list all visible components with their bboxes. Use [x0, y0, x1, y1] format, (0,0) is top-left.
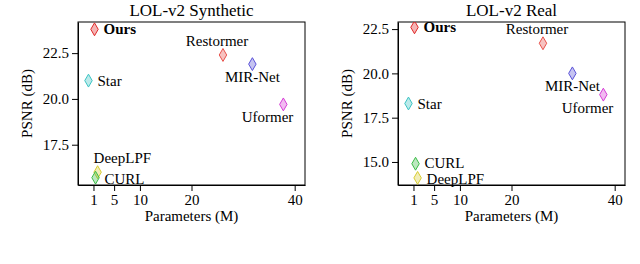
x-tick-mark: [512, 185, 513, 191]
y-axis-line: [398, 23, 399, 186]
x-axis-title: Parameters (M): [465, 208, 559, 225]
y-axis-line: [78, 23, 79, 186]
y-tick-mark: [392, 29, 398, 30]
plot-frame: [78, 22, 305, 185]
y-tick: 20.0: [43, 91, 78, 107]
x-tick-mark: [295, 185, 296, 191]
y-tick-mark: [392, 162, 398, 163]
point-label: Ours: [104, 21, 137, 37]
chart-title: LOL-v2 Real: [466, 1, 557, 20]
y-tick-mark: [72, 53, 78, 54]
plot-frame: [398, 22, 625, 185]
x-tick-label: 10: [453, 192, 468, 208]
point: [219, 49, 226, 62]
x-axis-title: Parameters (M): [145, 208, 239, 225]
x-axis: 15 10 20 40: [79, 185, 306, 208]
point-labels: Ours Restormer MIR-Net Uformer Star DeepLPFCU…: [417, 19, 613, 187]
y-tick: 17.5: [43, 137, 78, 153]
point-labels: Ours Restormer MIR-Net Uformer Star DeepLPF CU…: [94, 21, 294, 186]
x-tick: 1: [90, 185, 98, 208]
point: [92, 171, 99, 184]
x-tick-label: 1: [90, 192, 98, 208]
x-tick: 1: [410, 185, 418, 208]
y-tick: 22.5: [43, 45, 78, 61]
y-tick-mark: [72, 99, 78, 100]
y-tick-label: 22.5: [43, 45, 69, 61]
x-tick: 5: [431, 185, 439, 208]
x-tick-label: 5: [431, 192, 439, 208]
x-tick-label: 10: [133, 192, 148, 208]
x-tick: 5: [111, 185, 119, 208]
y-tick: 15.0: [363, 154, 398, 170]
point-label: Ours: [424, 19, 457, 35]
point: [411, 22, 418, 34]
point-label: CURL: [425, 155, 465, 171]
point-label: DeepLPF: [94, 150, 152, 166]
x-tick-label: 40: [288, 192, 303, 208]
point: [414, 171, 421, 184]
y-tick-label: 22.5: [363, 21, 389, 37]
point: [91, 23, 98, 36]
y-axis: 17.5 20.0 22.5: [43, 23, 79, 186]
x-tick: 10: [133, 185, 148, 208]
point-label: Restormer: [186, 33, 248, 49]
point: [85, 74, 92, 87]
x-tick-label: 20: [505, 192, 520, 208]
y-tick-label: 15.0: [363, 154, 389, 170]
chart-title: LOL-v2 Synthetic: [129, 1, 254, 20]
x-tick-mark: [615, 185, 616, 191]
y-tick-label: 20.0: [363, 66, 389, 82]
point-label: Uformer: [562, 100, 614, 116]
y-tick: 17.5: [363, 110, 398, 126]
point-label: Restormer: [506, 21, 568, 37]
y-tick-label: 17.5: [43, 137, 69, 153]
x-tick-label: 40: [608, 192, 623, 208]
y-axis: 15.0 17.5 20.0 22.5: [363, 21, 399, 185]
chart: LOL-v2 Real 15 10 20 40 15.0 17.5 20.0 22.5 Param…: [339, 1, 626, 225]
y-tick-mark: [392, 118, 398, 119]
point: [405, 97, 412, 110]
point-label: MIR-Net: [225, 69, 281, 85]
y-tick-label: 20.0: [43, 91, 69, 107]
y-tick-mark: [392, 73, 398, 74]
y-tick-mark: [72, 145, 78, 146]
y-axis-title: PSNR (dB): [339, 69, 356, 138]
x-tick-label: 20: [185, 192, 200, 208]
figure: LOL-v2 Synthetic1510204017.520.022.5Para…: [0, 0, 640, 264]
x-axis: 15 10 20 40: [399, 185, 626, 208]
x-tick: 10: [453, 185, 468, 208]
point-label: Star: [417, 96, 441, 112]
x-tick-label: 1: [410, 192, 418, 208]
x-tick-label: 5: [111, 192, 119, 208]
x-tick-mark: [93, 185, 94, 191]
y-tick: 22.5: [363, 21, 398, 37]
x-tick-mark: [413, 185, 414, 191]
x-tick-mark: [192, 185, 193, 191]
chart: LOL-v2 Synthetic 15 10 20 40 17.5 20.0 22.5 Para…: [19, 1, 306, 225]
y-tick-label: 17.5: [363, 110, 389, 126]
x-tick: 20: [185, 185, 200, 208]
point-label: DeepLPF: [427, 171, 485, 187]
point-label: Uformer: [242, 109, 294, 125]
point-label: CURL: [105, 171, 145, 187]
y-tick: 20.0: [363, 66, 398, 82]
point: [539, 37, 546, 50]
marks: [85, 23, 287, 184]
x-tick: 20: [505, 185, 520, 208]
x-tick: 40: [608, 185, 623, 208]
point: [412, 157, 419, 170]
point-label: Star: [97, 73, 121, 89]
x-tick: 40: [288, 185, 303, 208]
y-axis-title: PSNR (dB): [19, 69, 36, 138]
point-label: MIR-Net: [545, 78, 601, 94]
